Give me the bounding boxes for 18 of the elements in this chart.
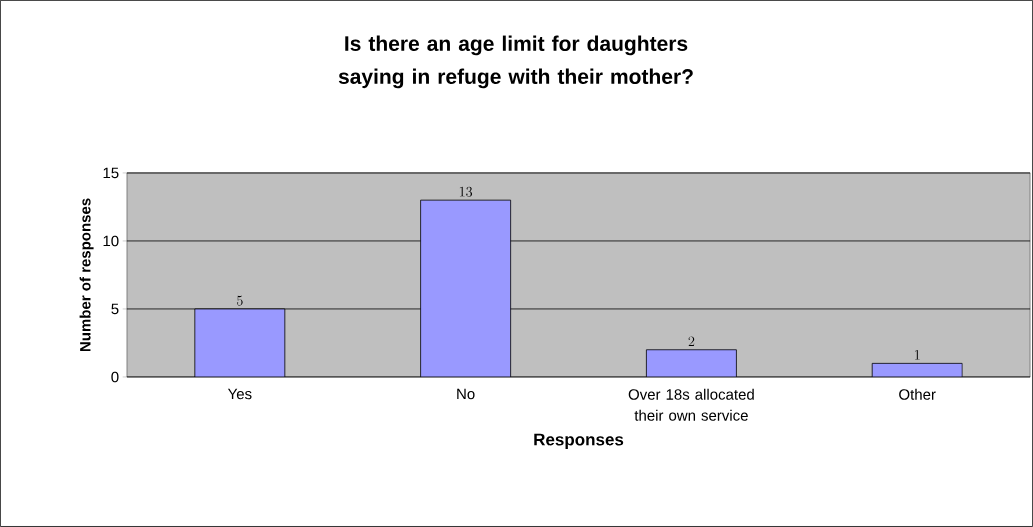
x-tick-label: Yes: [227, 388, 252, 400]
chart-title: Is there an age limit for daughters saying in refuge with their mother?: [338, 35, 693, 89]
y-tick-label: 0: [111, 371, 119, 383]
data-label: 5: [237, 295, 243, 306]
x-tick-label: Other: [899, 388, 936, 400]
y-axis-title: Number of responses: [79, 198, 94, 352]
y-tick-label: 10: [103, 235, 119, 247]
y-tick-label: 15: [103, 167, 119, 179]
data-label: 1: [915, 350, 920, 360]
bar: [646, 349, 737, 378]
data-label: 2: [688, 336, 695, 347]
data-label: 13: [459, 186, 473, 197]
x-axis-title: Responses: [534, 433, 624, 449]
y-tick-label: 5: [111, 303, 119, 315]
x-tick-label: No: [457, 388, 475, 400]
x-tick-label: Over 18s allocated their own service: [628, 388, 754, 421]
bar: [420, 199, 512, 378]
bar: [194, 308, 286, 378]
